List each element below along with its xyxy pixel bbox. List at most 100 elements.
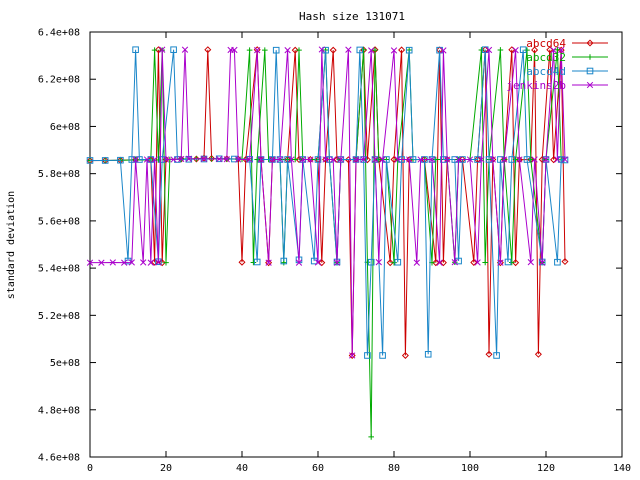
data-point	[242, 155, 250, 164]
data-point	[314, 259, 322, 266]
data-point	[147, 259, 154, 266]
data-point	[238, 258, 246, 266]
data-point	[117, 156, 124, 164]
data-point	[542, 156, 550, 163]
x-axis: 0 20 40 60 80 100 120 140	[87, 32, 631, 474]
chart-title: Hash size 131071	[299, 10, 405, 23]
data-point	[254, 156, 260, 163]
data-point	[295, 259, 303, 266]
data-point	[333, 259, 341, 266]
data-point	[296, 47, 302, 53]
legend-marker	[586, 39, 594, 47]
data-point	[284, 156, 291, 163]
data-point	[554, 156, 561, 163]
data-point	[364, 352, 371, 359]
data-point	[86, 157, 94, 164]
data-point	[265, 259, 272, 266]
data-point	[318, 259, 326, 267]
data-point	[368, 434, 374, 440]
data-point	[481, 46, 489, 54]
data-point	[440, 47, 447, 54]
data-point	[307, 156, 314, 163]
data-point	[424, 350, 432, 358]
data-point	[482, 259, 488, 266]
data-point	[272, 46, 280, 54]
data-point	[485, 156, 493, 163]
data-point	[158, 156, 166, 163]
data-point	[432, 259, 440, 267]
data-point	[132, 156, 139, 163]
data-point	[140, 259, 147, 266]
data-point	[216, 155, 223, 163]
y-tick-label: 6e+08	[50, 122, 80, 133]
data-point	[391, 259, 397, 266]
legend-marker	[587, 54, 593, 60]
data-point	[257, 156, 265, 163]
data-point	[550, 47, 557, 54]
data-point	[314, 156, 322, 163]
x-tick-label: 60	[312, 463, 324, 474]
data-point	[485, 46, 493, 54]
data-point	[159, 46, 166, 53]
data-point	[375, 259, 382, 266]
data-point	[154, 46, 162, 54]
legend-marker	[586, 67, 594, 75]
data-point	[516, 156, 523, 163]
data-point	[352, 156, 360, 163]
data-point	[512, 259, 520, 267]
data-point	[436, 259, 443, 266]
data-point	[367, 258, 375, 266]
data-point	[318, 46, 325, 53]
x-tick-label: 0	[87, 463, 93, 474]
x-tick-label: 140	[613, 463, 631, 474]
data-point	[345, 46, 352, 53]
data-point	[109, 259, 116, 266]
data-point	[147, 156, 155, 163]
data-point	[512, 156, 519, 163]
data-point	[523, 156, 531, 163]
data-point	[360, 156, 367, 163]
data-point	[158, 259, 166, 267]
data-point	[121, 259, 128, 266]
data-point	[280, 257, 288, 265]
data-point	[250, 259, 257, 266]
data-point	[101, 157, 109, 164]
data-point	[455, 156, 462, 163]
data-point	[284, 47, 291, 54]
data-point	[401, 351, 409, 359]
data-point	[178, 155, 185, 163]
legend-marker	[586, 81, 594, 89]
data-point	[151, 47, 158, 53]
data-point	[451, 259, 458, 266]
data-point	[235, 156, 242, 163]
data-point	[276, 156, 284, 163]
legend-entry-jenkins2b: jenkins2b	[506, 79, 608, 92]
plot-border	[89, 31, 623, 458]
data-point	[550, 156, 558, 164]
data-point	[262, 47, 268, 53]
data-point	[163, 259, 169, 266]
data-point	[292, 156, 298, 163]
data-point	[333, 155, 341, 164]
y-tick-label: 4.8e+08	[38, 405, 80, 416]
data-point	[379, 156, 386, 163]
data-point	[368, 47, 375, 54]
data-point	[439, 259, 447, 267]
data-point	[337, 156, 344, 163]
x-tick-label: 20	[160, 463, 172, 474]
y-tick-label: 6.2e+08	[38, 75, 80, 86]
data-point	[489, 156, 496, 163]
y-axis-label: standard deviation	[6, 191, 17, 299]
data-point	[561, 257, 569, 266]
y-axis: 4.6e+08 4.8e+08 5e+08 5.2e+08 5.4e+08 5.6e+08…	[38, 28, 622, 464]
y-tick-label: 5.4e+08	[38, 264, 80, 275]
data-point	[253, 258, 261, 266]
data-point	[128, 259, 135, 266]
data-point	[192, 155, 200, 163]
y-tick-label: 4.6e+08	[38, 453, 80, 464]
data-point	[519, 46, 527, 54]
data-point	[204, 46, 212, 54]
data-point	[531, 46, 539, 54]
